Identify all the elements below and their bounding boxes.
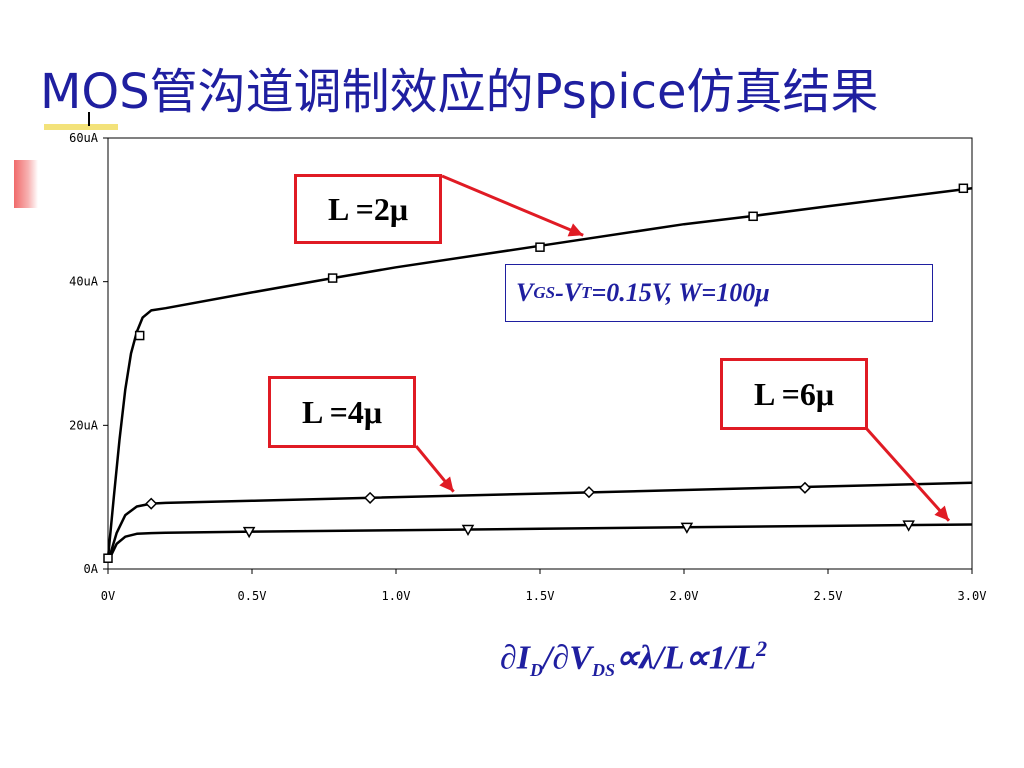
series-line-3 <box>106 523 973 563</box>
series-3-marker <box>680 522 694 534</box>
derivative-formula: ∂ID/∂VDS∝λ/L∝1/L2 <box>500 636 767 681</box>
formula-ds-sub: DS <box>591 660 615 681</box>
series-3-marker <box>461 524 475 537</box>
formula-di: ∂I <box>500 639 531 677</box>
decorative-tick <box>88 112 90 126</box>
annotation-arrow-head <box>439 476 454 492</box>
series-1-marker <box>958 183 969 194</box>
formula-d-sub: D <box>530 660 544 681</box>
origin-marker <box>103 553 113 563</box>
series-1-marker <box>535 242 545 252</box>
series-1-marker <box>134 330 145 341</box>
label-box-l2: L =2μ <box>294 174 442 244</box>
annotation-arrow-head <box>934 505 949 521</box>
y-tick-label: 40uA <box>69 275 99 289</box>
decorative-bar <box>44 124 118 130</box>
formula-rest: ∝λ/L∝1/L <box>615 639 757 677</box>
label-l4-text: L =4μ <box>302 393 382 430</box>
x-tick-label: 0V <box>101 589 115 603</box>
series-2-marker <box>798 481 812 494</box>
annotation-arrow-line <box>441 174 584 237</box>
series-2-marker <box>582 486 596 499</box>
param-v: V <box>516 278 534 307</box>
x-tick-label: 2.5V <box>814 589 843 603</box>
series-line-1 <box>106 187 973 559</box>
series-1-marker <box>327 273 338 283</box>
x-tick-label: 3.0V <box>958 589 987 603</box>
parameter-annotation: V GS -V T =0.15V, W=100μ <box>505 264 933 322</box>
formula-dv: /∂V <box>543 639 592 677</box>
x-tick-label: 1.0V <box>382 589 411 603</box>
slide-title: MOS管沟道调制效应的Pspice仿真结果 <box>40 64 879 120</box>
param-t-sub: T <box>581 283 592 302</box>
param-rest: =0.15V, W=100μ <box>591 278 770 307</box>
series-3-marker <box>902 520 915 532</box>
annotation-arrow-head <box>567 223 584 237</box>
series-3-marker <box>242 526 256 539</box>
series-2-marker <box>145 497 158 510</box>
y-tick-label: 0A <box>84 562 99 576</box>
plot-frame <box>107 137 973 570</box>
series-line-2 <box>106 481 973 563</box>
series-1-marker <box>748 211 758 222</box>
param-gs-sub: GS <box>533 283 556 302</box>
series-2-marker <box>364 491 377 504</box>
y-tick-label: 60uA <box>69 131 99 145</box>
x-tick-label: 0.5V <box>238 589 267 603</box>
x-tick-label: 1.5V <box>526 589 555 603</box>
decorative-gradient-bar <box>14 160 38 208</box>
label-l6-text: L =6μ <box>754 375 834 412</box>
label-l2-text: L =2μ <box>328 190 408 227</box>
annotation-arrow-line <box>864 426 951 522</box>
formula-sup: 2 <box>756 636 768 661</box>
param-minus-v: -V <box>555 278 582 307</box>
y-tick-label: 20uA <box>69 418 99 432</box>
x-tick-label: 2.0V <box>670 589 699 603</box>
label-box-l6: L =6μ <box>720 358 868 430</box>
label-box-l4: L =4μ <box>268 376 416 448</box>
